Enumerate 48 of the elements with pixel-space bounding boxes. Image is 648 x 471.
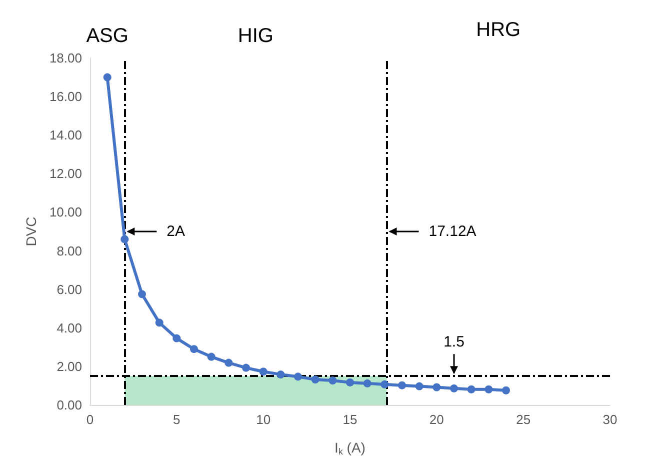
- y-tick-label: 6.00: [56, 282, 82, 297]
- point: [224, 358, 233, 367]
- point: [190, 345, 198, 354]
- text: HRG: [476, 19, 521, 41]
- point: [294, 372, 302, 381]
- y-tick-label: 4.00: [56, 320, 82, 336]
- y-tick-label: 18.00: [49, 50, 82, 66]
- point: [398, 381, 406, 390]
- y-tick-label: 10.00: [49, 204, 82, 220]
- point: [363, 379, 372, 388]
- point: [120, 235, 129, 244]
- point: [207, 352, 216, 361]
- text: ASG: [86, 25, 128, 47]
- y-tick-label: 12.00: [49, 166, 82, 182]
- point: [484, 385, 493, 394]
- point: [432, 383, 441, 392]
- point: [259, 368, 268, 376]
- point: [415, 382, 424, 390]
- y-tick-label: 0.00: [56, 398, 82, 412]
- y-tick-label: 2.00: [56, 358, 82, 374]
- point: [276, 370, 285, 379]
- x-tick-label: 0: [86, 412, 94, 427]
- x-tick-label: 20: [429, 412, 444, 427]
- point: [172, 334, 181, 342]
- x-tick-label: 30: [602, 412, 618, 427]
- text: HIG: [238, 25, 274, 47]
- point: [103, 73, 112, 82]
- y-tick-label: 8.00: [56, 243, 82, 258]
- x-tick-label: 15: [342, 412, 358, 427]
- point: [467, 385, 476, 394]
- point: [380, 380, 389, 388]
- ref-line-label: 17.12A: [428, 223, 476, 240]
- point: [155, 318, 164, 327]
- point: [450, 384, 458, 392]
- ref-line-label: 2A: [166, 223, 186, 240]
- point: [346, 378, 354, 386]
- x-tick-label: 5: [173, 412, 180, 427]
- point: [328, 376, 337, 385]
- ref-line-label: 1.5: [444, 334, 464, 351]
- y-tick-label: 14.00: [49, 128, 82, 143]
- point: [502, 386, 510, 394]
- point: [311, 376, 320, 384]
- x-tick-label: 25: [516, 412, 531, 427]
- point: [138, 290, 146, 298]
- point: [242, 364, 250, 372]
- y-axis-title: DVC: [23, 216, 39, 246]
- x-tick-label: 10: [256, 412, 271, 427]
- y-tick-label: 16.00: [49, 89, 82, 104]
